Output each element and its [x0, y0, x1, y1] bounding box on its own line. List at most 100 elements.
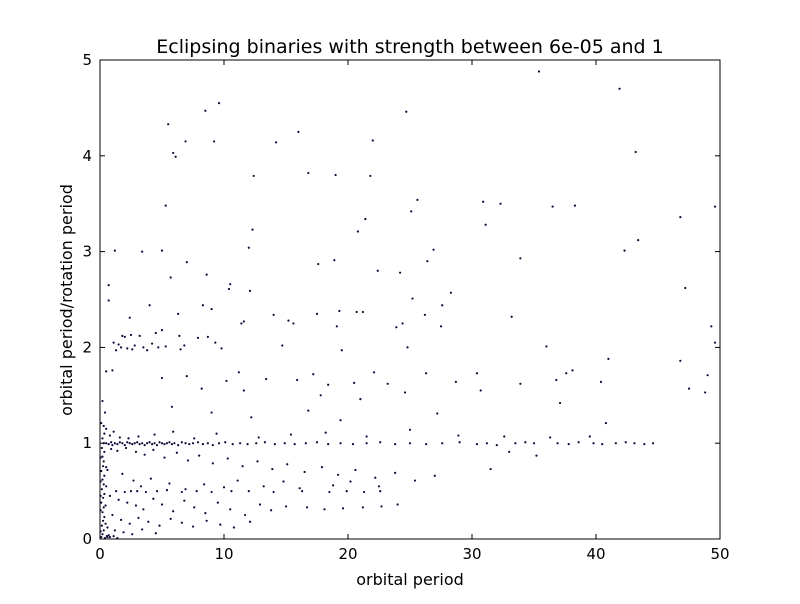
data-point: [545, 345, 548, 348]
data-point: [102, 465, 105, 468]
data-point: [104, 504, 107, 507]
data-point: [142, 508, 145, 511]
data-point: [614, 442, 617, 445]
data-point: [339, 442, 342, 445]
data-point: [341, 507, 345, 510]
data-point: [292, 322, 295, 325]
data-point: [173, 442, 176, 445]
data-point: [128, 316, 131, 319]
data-point: [121, 472, 124, 475]
y-tick-label: 4: [82, 147, 92, 165]
data-point: [142, 346, 145, 349]
data-point: [172, 430, 175, 433]
data-point: [136, 441, 139, 444]
data-point: [307, 409, 310, 412]
data-point: [144, 490, 147, 494]
data-point: [100, 501, 103, 504]
x-tick-label: 20: [338, 545, 357, 563]
data-point: [508, 450, 511, 453]
data-point: [119, 518, 123, 521]
data-point: [251, 228, 254, 231]
data-point: [379, 441, 382, 444]
data-point: [225, 379, 228, 383]
data-point: [103, 515, 106, 519]
data-point: [146, 442, 149, 445]
data-point: [386, 382, 389, 385]
data-point: [303, 470, 306, 474]
data-point: [706, 374, 709, 377]
data-point: [433, 474, 436, 477]
data-point: [137, 435, 140, 438]
x-tick-label: 0: [95, 545, 105, 563]
data-point: [361, 310, 364, 314]
data-point: [222, 486, 226, 489]
data-point: [141, 250, 144, 253]
data-point: [180, 521, 183, 524]
data-point: [117, 343, 120, 346]
data-point: [155, 490, 159, 493]
data-point: [334, 173, 337, 177]
data-point: [242, 389, 245, 392]
data-point: [252, 174, 255, 178]
x-tick-label: 30: [462, 545, 481, 563]
data-point: [710, 325, 713, 328]
data-point: [535, 454, 538, 457]
data-point: [351, 443, 355, 446]
data-point: [100, 535, 103, 539]
data-point: [160, 329, 164, 332]
data-point: [265, 377, 268, 381]
data-point: [149, 477, 152, 480]
data-point: [123, 335, 126, 338]
data-point: [551, 205, 554, 208]
data-point: [355, 310, 358, 314]
data-point: [336, 473, 340, 476]
data-point: [549, 436, 552, 439]
data-point: [411, 297, 414, 300]
x-axis-ticks: 0 10 20 30 40 50: [95, 60, 730, 563]
data-point: [143, 444, 146, 447]
data-point: [219, 523, 222, 526]
data-point: [201, 443, 205, 446]
data-point: [150, 342, 154, 345]
y-axis-label: orbital period/rotation period: [57, 184, 76, 416]
data-point: [365, 435, 368, 438]
data-point: [305, 506, 309, 509]
data-point: [217, 442, 221, 445]
chart-title: Eclipsing binaries with strength between…: [156, 36, 663, 58]
data-point: [133, 442, 136, 445]
data-point: [174, 155, 177, 158]
data-point: [713, 205, 717, 208]
data-point: [301, 490, 304, 493]
data-point: [479, 389, 482, 392]
data-point: [359, 398, 362, 401]
data-point: [565, 372, 568, 375]
data-point: [376, 269, 379, 272]
data-point: [240, 322, 243, 325]
data-point: [205, 273, 208, 276]
data-point: [154, 532, 157, 535]
data-point: [169, 276, 172, 279]
data-point: [183, 499, 186, 502]
data-point: [327, 383, 330, 386]
data-point: [116, 449, 119, 452]
y-tick-label: 3: [82, 243, 92, 261]
data-point: [191, 525, 195, 528]
data-point: [122, 531, 125, 534]
data-point: [107, 534, 110, 537]
data-point: [227, 287, 231, 291]
data-point: [167, 123, 170, 126]
data-point: [101, 478, 104, 481]
data-point: [126, 441, 129, 444]
data-point: [111, 513, 114, 517]
data-point: [152, 497, 155, 500]
data-point: [106, 468, 109, 472]
data-point: [361, 506, 364, 509]
data-point: [482, 200, 485, 203]
data-point: [183, 344, 186, 347]
data-point: [242, 320, 245, 323]
data-point: [312, 373, 315, 376]
data-point: [126, 501, 129, 504]
data-point: [524, 441, 527, 444]
